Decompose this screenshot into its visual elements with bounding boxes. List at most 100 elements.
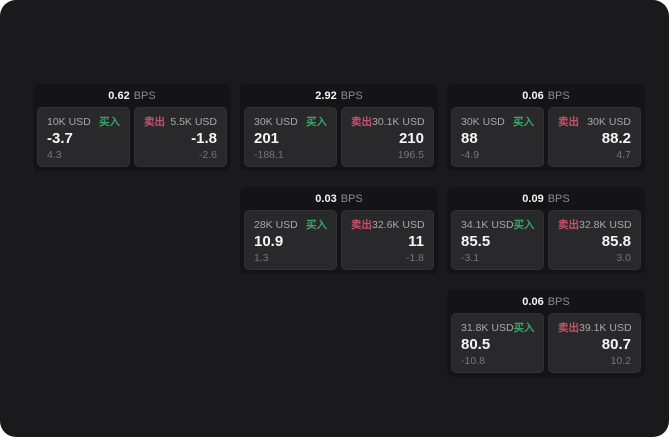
card-header: 0.06 BPS bbox=[451, 290, 641, 313]
sell-panel[interactable]: 卖出 30.1K USD 210 196.5 bbox=[341, 107, 434, 167]
sell-panel-top: 卖出 30.1K USD bbox=[351, 114, 425, 129]
bps-unit-label: BPS bbox=[340, 192, 363, 205]
card-grid: 0.62 BPS 10K USD 买入 -3.7 4.3 卖出 5.5K USD… bbox=[33, 84, 645, 377]
sell-price: 80.7 bbox=[601, 335, 631, 353]
sell-sub-value: 4.7 bbox=[616, 149, 631, 161]
sell-amount: 5.5K USD bbox=[170, 115, 217, 128]
buy-panel[interactable]: 30K USD 买入 201 -188.1 bbox=[244, 107, 337, 167]
buy-amount: 30K USD bbox=[254, 115, 298, 128]
sell-side-label: 卖出 bbox=[558, 116, 579, 128]
bps-value: 0.03 bbox=[315, 192, 337, 205]
buy-price: 10.9 bbox=[254, 232, 284, 250]
buy-sub-value: -188.1 bbox=[254, 149, 284, 161]
sell-panel-top: 卖出 5.5K USD bbox=[144, 114, 217, 129]
quote-card[interactable]: 0.06 BPS 31.8K USD 买入 80.5 -10.8 卖出 39.1… bbox=[447, 290, 645, 377]
sell-side-label: 卖出 bbox=[558, 219, 579, 231]
sell-panel[interactable]: 卖出 5.5K USD -1.8 -2.6 bbox=[134, 107, 227, 167]
buy-amount: 28K USD bbox=[254, 218, 298, 231]
sell-price: 85.8 bbox=[601, 232, 631, 250]
sell-price: 88.2 bbox=[601, 129, 631, 147]
card-header: 0.03 BPS bbox=[244, 187, 434, 210]
bps-value: 0.06 bbox=[522, 89, 544, 102]
sell-price: -1.8 bbox=[191, 129, 217, 147]
buy-price: 80.5 bbox=[461, 335, 491, 353]
quote-card[interactable]: 0.03 BPS 28K USD 买入 10.9 1.3 卖出 32.6K US… bbox=[240, 187, 438, 274]
buy-sub-value: 4.3 bbox=[47, 149, 62, 161]
buy-panel-top: 10K USD 买入 bbox=[47, 114, 120, 129]
panels-row: 34.1K USD 买入 85.5 -3.1 卖出 32.8K USD 85.8… bbox=[451, 210, 641, 270]
buy-sub-value: -10.8 bbox=[461, 355, 485, 367]
buy-side-label: 买入 bbox=[306, 219, 327, 231]
buy-price: 88 bbox=[461, 129, 478, 147]
buy-side-label: 买入 bbox=[306, 116, 327, 128]
buy-price: 85.5 bbox=[461, 232, 491, 250]
buy-amount: 34.1K USD bbox=[461, 218, 514, 231]
sell-amount: 30.1K USD bbox=[372, 115, 425, 128]
buy-price: -3.7 bbox=[47, 129, 73, 147]
bps-unit-label: BPS bbox=[133, 89, 156, 102]
sell-amount: 30K USD bbox=[587, 115, 631, 128]
buy-amount: 31.8K USD bbox=[461, 321, 514, 334]
sell-price: 210 bbox=[398, 129, 424, 147]
sell-panel-top: 卖出 32.6K USD bbox=[351, 217, 425, 232]
panels-row: 28K USD 买入 10.9 1.3 卖出 32.6K USD 11 -1.8 bbox=[244, 210, 434, 270]
sell-amount: 39.1K USD bbox=[579, 321, 632, 334]
buy-side-label: 买入 bbox=[513, 322, 535, 334]
buy-panel-top: 30K USD 买入 bbox=[254, 114, 327, 129]
buy-sub-value: 1.3 bbox=[254, 252, 269, 264]
sell-panel[interactable]: 卖出 32.6K USD 11 -1.8 bbox=[341, 210, 434, 270]
buy-panel[interactable]: 34.1K USD 买入 85.5 -3.1 bbox=[451, 210, 544, 270]
sell-panel[interactable]: 卖出 32.8K USD 85.8 3.0 bbox=[548, 210, 641, 270]
card-header: 0.09 BPS bbox=[451, 187, 641, 210]
sell-sub-value: 3.0 bbox=[616, 252, 631, 264]
sell-sub-value: 196.5 bbox=[397, 149, 424, 161]
buy-price: 201 bbox=[254, 129, 280, 147]
sell-sub-value: 10.2 bbox=[610, 355, 631, 367]
sell-side-label: 卖出 bbox=[558, 322, 579, 334]
bps-value: 2.92 bbox=[315, 89, 337, 102]
sell-side-label: 卖出 bbox=[351, 116, 372, 128]
buy-panel-top: 34.1K USD 买入 bbox=[461, 217, 535, 232]
quote-card[interactable]: 0.06 BPS 30K USD 买入 88 -4.9 卖出 30K USD 8… bbox=[447, 84, 645, 171]
buy-side-label: 买入 bbox=[513, 116, 534, 128]
card-header: 0.06 BPS bbox=[451, 84, 641, 107]
sell-price: 11 bbox=[408, 232, 424, 250]
sell-amount: 32.8K USD bbox=[579, 218, 632, 231]
panels-row: 30K USD 买入 201 -188.1 卖出 30.1K USD 210 1… bbox=[244, 107, 434, 167]
buy-panel-top: 28K USD 买入 bbox=[254, 217, 327, 232]
bps-unit-label: BPS bbox=[547, 89, 570, 102]
sell-panel[interactable]: 卖出 30K USD 88.2 4.7 bbox=[548, 107, 641, 167]
bps-unit-label: BPS bbox=[547, 295, 570, 308]
sell-side-label: 卖出 bbox=[351, 219, 372, 231]
sell-panel[interactable]: 卖出 39.1K USD 80.7 10.2 bbox=[548, 313, 641, 373]
sell-sub-value: -1.8 bbox=[405, 252, 424, 264]
bps-value: 0.06 bbox=[522, 295, 544, 308]
buy-amount: 30K USD bbox=[461, 115, 505, 128]
buy-panel[interactable]: 30K USD 买入 88 -4.9 bbox=[451, 107, 544, 167]
quote-card[interactable]: 2.92 BPS 30K USD 买入 201 -188.1 卖出 30.1K … bbox=[240, 84, 438, 171]
sell-sub-value: -2.6 bbox=[198, 149, 217, 161]
sell-panel-top: 卖出 39.1K USD bbox=[558, 320, 632, 335]
panels-row: 10K USD 买入 -3.7 4.3 卖出 5.5K USD -1.8 -2.… bbox=[37, 107, 227, 167]
bps-value: 0.62 bbox=[108, 89, 130, 102]
quote-card[interactable]: 0.62 BPS 10K USD 买入 -3.7 4.3 卖出 5.5K USD… bbox=[33, 84, 231, 171]
sell-panel-top: 卖出 32.8K USD bbox=[558, 217, 632, 232]
quote-card[interactable]: 0.09 BPS 34.1K USD 买入 85.5 -3.1 卖出 32.8K… bbox=[447, 187, 645, 274]
bps-unit-label: BPS bbox=[547, 192, 570, 205]
buy-panel-top: 31.8K USD 买入 bbox=[461, 320, 535, 335]
bps-value: 0.09 bbox=[522, 192, 544, 205]
bps-unit-label: BPS bbox=[340, 89, 363, 102]
buy-panel[interactable]: 10K USD 买入 -3.7 4.3 bbox=[37, 107, 130, 167]
sell-amount: 32.6K USD bbox=[372, 218, 425, 231]
buy-panel[interactable]: 28K USD 买入 10.9 1.3 bbox=[244, 210, 337, 270]
sell-panel-top: 卖出 30K USD bbox=[558, 114, 631, 129]
buy-side-label: 买入 bbox=[99, 116, 120, 128]
buy-sub-value: -3.1 bbox=[461, 252, 480, 264]
buy-panel[interactable]: 31.8K USD 买入 80.5 -10.8 bbox=[451, 313, 544, 373]
buy-side-label: 买入 bbox=[513, 219, 535, 231]
panels-row: 31.8K USD 买入 80.5 -10.8 卖出 39.1K USD 80.… bbox=[451, 313, 641, 373]
panels-row: 30K USD 买入 88 -4.9 卖出 30K USD 88.2 4.7 bbox=[451, 107, 641, 167]
card-header: 0.62 BPS bbox=[37, 84, 227, 107]
buy-panel-top: 30K USD 买入 bbox=[461, 114, 534, 129]
